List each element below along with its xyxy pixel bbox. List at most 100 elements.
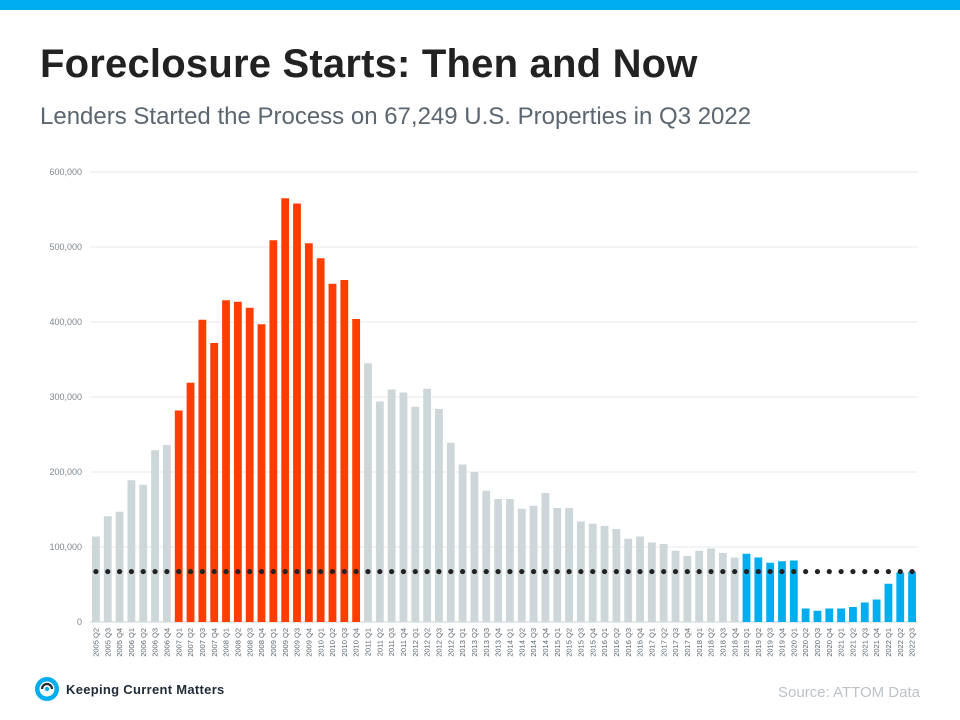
bar: [730, 557, 739, 622]
x-tick-label: 2022 Q2: [896, 628, 905, 657]
bar: [340, 280, 349, 622]
reference-dot: [625, 568, 631, 575]
reference-dot: [306, 568, 312, 575]
reference-dot: [542, 568, 549, 575]
x-tick-label: 2012 Q2: [423, 628, 432, 657]
reference-dot: [436, 568, 442, 575]
reference-dot: [187, 568, 194, 575]
reference-dot: [862, 568, 868, 575]
reference-dot: [909, 568, 915, 575]
reference-dot: [199, 568, 205, 575]
y-tick-label: 400,000: [49, 317, 82, 327]
x-tick-label: 2019 Q1: [742, 628, 751, 657]
reference-dot: [329, 568, 336, 575]
x-tick-label: 2008 Q2: [233, 628, 242, 657]
reference-dot: [601, 568, 608, 575]
bar: [612, 529, 621, 622]
reference-dot: [483, 568, 489, 575]
x-tick-label: 2005 Q2: [92, 628, 101, 657]
bar: [174, 410, 183, 622]
x-tick-label: 2020 Q2: [801, 628, 810, 657]
bar: [269, 240, 278, 622]
bar: [115, 511, 124, 622]
logo-text: Keeping Current Matters: [66, 681, 225, 697]
bar: [624, 538, 633, 622]
reference-dot: [897, 568, 903, 575]
reference-dot: [814, 568, 821, 575]
x-tick-label: 2009 Q4: [304, 628, 313, 657]
x-tick-label: 2018 Q4: [730, 628, 739, 657]
x-tick-label: 2011 Q4: [399, 628, 408, 656]
reference-dot: [566, 568, 572, 575]
x-tick-label: 2006 Q3: [151, 628, 160, 657]
reference-dot: [176, 568, 182, 575]
bar: [553, 508, 562, 622]
x-tick-label: 2012 Q3: [435, 628, 444, 657]
reference-dot: [826, 568, 832, 575]
reference-dot: [720, 568, 726, 575]
reference-dot: [294, 568, 300, 575]
bar: [127, 480, 136, 622]
reference-dot: [365, 568, 371, 575]
x-tick-label: 2020 Q3: [813, 628, 822, 657]
reference-dot: [341, 568, 347, 575]
bar: [896, 572, 905, 622]
x-tick-label: 2010 Q1: [316, 628, 325, 657]
reference-dot: [116, 568, 123, 575]
x-tick-label: 2007 Q1: [174, 628, 183, 657]
x-tick-label: 2005 Q4: [115, 628, 124, 657]
x-tick-label: 2013 Q4: [494, 628, 503, 657]
reference-dot: [424, 568, 430, 575]
bar: [446, 442, 455, 622]
x-tick-label: 2016 Q3: [624, 628, 633, 657]
reference-dot: [412, 568, 418, 575]
bar: [281, 198, 290, 622]
bar: [636, 536, 644, 622]
x-tick-label: 2008 Q1: [222, 628, 231, 657]
bar: [293, 203, 301, 622]
x-tick-label: 2008 Q3: [245, 628, 254, 657]
x-tick-label: 2013 Q3: [482, 628, 491, 657]
x-tick-label: 2011 Q2: [375, 628, 384, 656]
bar: [151, 450, 159, 622]
reference-dot: [377, 568, 383, 575]
x-tick-label: 2006 Q4: [162, 628, 171, 657]
x-tick-label: 2020 Q4: [825, 628, 834, 657]
x-tick-label: 2019 Q2: [754, 628, 763, 657]
x-tick-label: 2017 Q3: [671, 628, 680, 657]
reference-dot: [743, 568, 750, 575]
reference-dot: [519, 568, 525, 575]
x-tick-label: 2018 Q2: [707, 628, 716, 657]
bar: [387, 389, 396, 622]
top-accent-bar: [0, 0, 960, 10]
reference-dot: [590, 568, 596, 575]
bar: [707, 548, 715, 622]
bar: [435, 409, 443, 622]
reference-dot: [270, 568, 276, 575]
x-tick-label: 2010 Q4: [352, 628, 361, 657]
reference-dot: [211, 568, 217, 575]
bar: [482, 490, 491, 622]
reference-dot: [613, 568, 619, 575]
x-tick-label: 2010 Q2: [328, 628, 337, 657]
bar: [233, 301, 242, 622]
bar: [659, 544, 668, 622]
bar: [257, 324, 266, 622]
bar: [529, 505, 538, 622]
reference-dot: [791, 568, 797, 575]
bar: [766, 562, 775, 622]
bar: [186, 382, 195, 622]
bar: [647, 542, 656, 622]
bar: [683, 556, 692, 622]
y-tick-label: 300,000: [49, 392, 82, 402]
bar: [506, 499, 514, 622]
reference-dot: [448, 568, 454, 575]
bar: [860, 602, 869, 622]
bar: [364, 363, 372, 622]
reference-dot: [732, 568, 738, 575]
x-tick-label: 2011 Q3: [387, 628, 396, 656]
reference-dot: [235, 568, 241, 575]
reference-dot: [247, 568, 253, 575]
x-tick-label: 2021 Q2: [849, 628, 858, 657]
y-tick-label: 100,000: [49, 542, 82, 552]
